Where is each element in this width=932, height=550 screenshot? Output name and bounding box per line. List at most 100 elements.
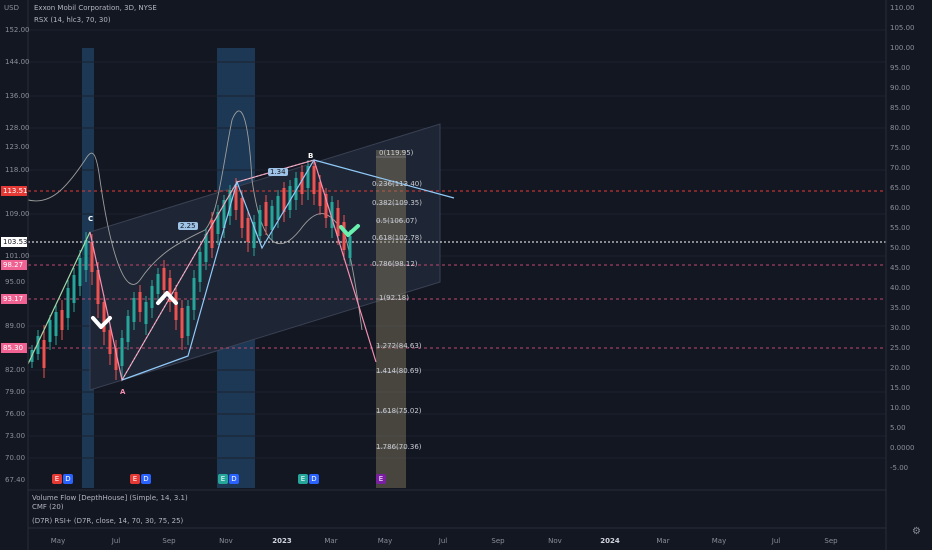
currency-label: USD — [4, 4, 19, 12]
rsx-indicator-legend[interactable]: RSX (14, hlc3, 70, 30) — [34, 16, 111, 24]
rsx-tick: 45.00 — [890, 264, 911, 272]
fib-level-label: 1.414(80.69) — [376, 367, 422, 375]
pattern-legs-blue — [121, 159, 455, 381]
pattern-point-a: A — [120, 388, 126, 396]
rsx-tick: 50.00 — [890, 244, 911, 252]
pattern-point-b: B — [308, 152, 314, 160]
ratio-label: 1.34 — [268, 168, 288, 176]
price-tick: 79.00 — [5, 388, 26, 396]
dividend-event-icon[interactable]: D — [229, 474, 239, 484]
price-badge-level[interactable]: 93.17 — [1, 294, 27, 304]
rsx-tick: 105.00 — [890, 24, 915, 32]
fib-projection-box — [376, 150, 406, 488]
time-tick: May — [377, 537, 393, 545]
rsx-tick: 80.00 — [890, 124, 911, 132]
price-tick: 118.00 — [5, 166, 30, 174]
earnings-event-icon[interactable]: E — [298, 474, 308, 484]
time-tick: Jul — [771, 537, 781, 545]
rsx-tick: 15.00 — [890, 384, 911, 392]
price-badge-level[interactable]: 113.51 — [1, 186, 28, 196]
rsx-tick: 95.00 — [890, 64, 911, 72]
dividend-event-icon[interactable]: D — [141, 474, 151, 484]
rsx-tick: 35.00 — [890, 304, 911, 312]
price-badge-level[interactable]: 85.30 — [1, 343, 27, 353]
fib-level-label: 1(92.18) — [379, 294, 409, 302]
price-tick: 136.00 — [5, 92, 30, 100]
ratio-label: 2.25 — [178, 222, 198, 230]
price-tick: 95.00 — [5, 278, 26, 286]
fib-level-label: 0.786(98.12) — [372, 260, 418, 268]
fib-level-label: 1.618(75.02) — [376, 407, 422, 415]
time-tick: Mar — [656, 537, 670, 545]
rsx-tick: 60.00 — [890, 204, 911, 212]
rsx-tick: 55.00 — [890, 224, 911, 232]
rsx-tick: 5.00 — [890, 424, 906, 432]
time-tick: May — [50, 537, 66, 545]
grid — [28, 29, 886, 459]
volume-flow-indicator-legend[interactable]: Volume Flow [DepthHouse] (Simple, 14, 3.… — [32, 494, 188, 502]
rsx-tick: 40.00 — [890, 284, 911, 292]
caret-down-icon — [91, 316, 112, 329]
price-badge-last[interactable]: 103.53 — [1, 237, 28, 247]
earnings-event-icon[interactable]: E — [376, 474, 386, 484]
dividend-event-icon[interactable]: D — [309, 474, 319, 484]
rsx-tick: 0.0000 — [890, 444, 915, 452]
rsi-plus-indicator-legend[interactable]: (D7R) RSI+ (D7R, close, 14, 70, 30, 75, … — [32, 517, 184, 525]
time-tick: 2023 — [272, 537, 292, 545]
price-tick: 70.00 — [5, 454, 26, 462]
rsx-tick: 25.00 — [890, 344, 911, 352]
earnings-event-icon[interactable]: E — [52, 474, 62, 484]
fib-level-label: 0.5(106.07) — [376, 217, 418, 225]
pattern-point-c: C — [88, 215, 94, 223]
time-tick: 2024 — [600, 537, 620, 545]
fib-level-label: 1.272(84.63) — [376, 342, 422, 350]
time-tick: Nov — [548, 537, 562, 545]
rsx-tick: 70.00 — [890, 164, 911, 172]
symbol-title[interactable]: Exxon Mobil Corporation, 3D, NYSE — [34, 4, 157, 12]
pattern-leg-xc — [27, 231, 91, 365]
rsx-tick: 100.00 — [890, 44, 915, 52]
gear-icon[interactable]: ⚙ — [912, 526, 921, 537]
price-tick: 76.00 — [5, 410, 26, 418]
rsx-tick: 10.00 — [890, 404, 911, 412]
price-tick: 101.00 — [5, 252, 30, 260]
rsx-tick: 30.00 — [890, 324, 911, 332]
rsx-line — [27, 110, 363, 331]
rsx-tick: 90.00 — [890, 84, 911, 92]
rsx-tick: 85.00 — [890, 104, 911, 112]
fib-level-label: 0.618(102.78) — [372, 234, 422, 242]
price-badge-level[interactable]: 98.27 — [1, 260, 27, 270]
time-tick: Mar — [324, 537, 338, 545]
price-tick: 73.00 — [5, 432, 26, 440]
fib-level-label: 0.382(109.35) — [372, 199, 422, 207]
price-tick: 144.00 — [5, 58, 30, 66]
time-tick: Sep — [491, 537, 505, 545]
rsx-tick: 20.00 — [890, 364, 911, 372]
fib-level-label: 0(119.95) — [379, 149, 414, 157]
caret-up-icon — [156, 291, 178, 305]
price-tick: 82.00 — [5, 366, 26, 374]
price-tick: 89.00 — [5, 322, 26, 330]
dividend-event-icon[interactable]: D — [63, 474, 73, 484]
earnings-event-icon[interactable]: E — [218, 474, 228, 484]
time-tick: Sep — [162, 537, 176, 545]
time-tick: Sep — [824, 537, 838, 545]
rsx-tick: 75.00 — [890, 144, 911, 152]
check-mark-icon — [339, 224, 360, 237]
rsx-tick: -5.00 — [890, 464, 909, 472]
time-tick: Jul — [111, 537, 121, 545]
earnings-event-icon[interactable]: E — [130, 474, 140, 484]
price-tick: 128.00 — [5, 124, 30, 132]
price-tick: 109.00 — [5, 210, 30, 218]
time-tick: Jul — [438, 537, 448, 545]
cmf-indicator-legend[interactable]: CMF (20) — [32, 503, 64, 511]
time-tick: Nov — [219, 537, 233, 545]
fib-level-lines — [376, 156, 406, 449]
time-tick: May — [711, 537, 727, 545]
price-tick: 67.40 — [5, 476, 26, 484]
price-tick: 152.00 — [5, 26, 30, 34]
fib-level-label: 0.236(113.40) — [372, 180, 422, 188]
rsx-tick: 110.00 — [890, 4, 915, 12]
rsx-tick: 65.00 — [890, 184, 911, 192]
